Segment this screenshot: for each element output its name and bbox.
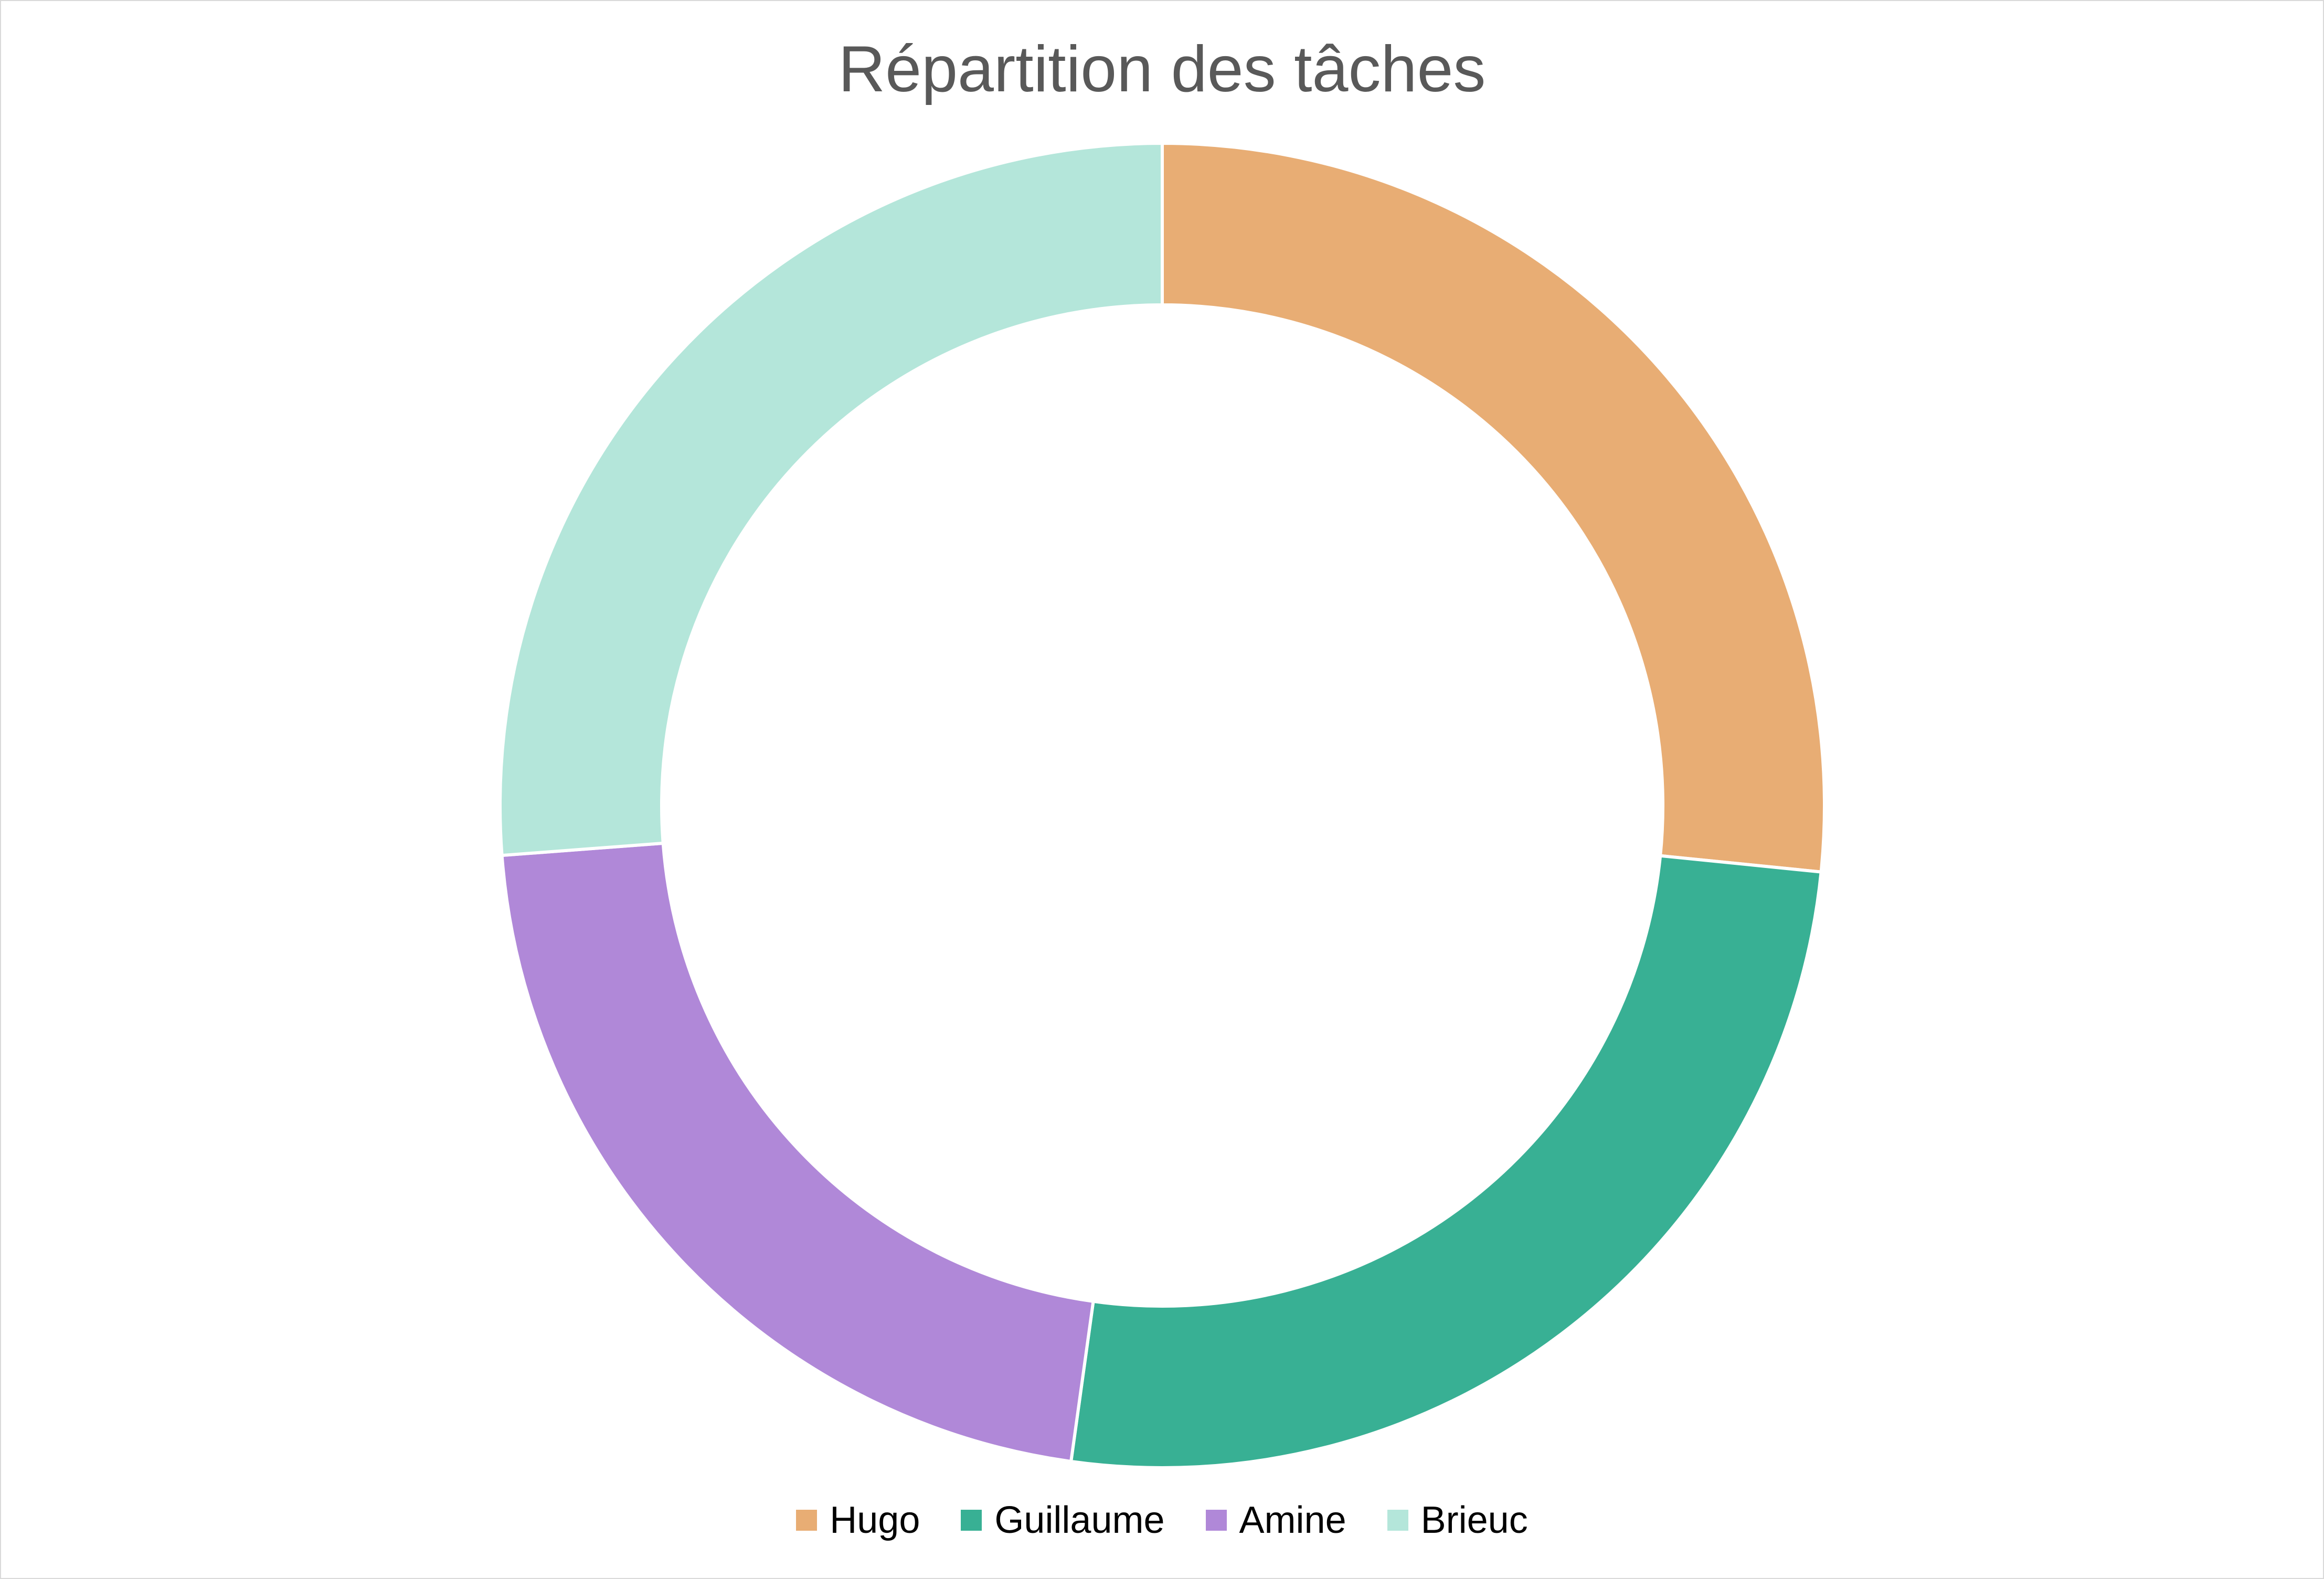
chart-legend: Hugo Guillaume Amine Brieuc [0,1497,2324,1544]
legend-item-guillaume: Guillaume [961,1497,1165,1544]
legend-swatch [796,1510,818,1531]
legend-label: Hugo [830,1499,920,1541]
chart-title: Répartition des tâches [838,33,1486,105]
legend-label: Guillaume [994,1499,1165,1541]
legend-item-brieuc: Brieuc [1387,1497,1528,1544]
donut-slices [498,141,1826,1469]
donut-slice-guillaume [1069,854,1823,1469]
legend-swatch [1387,1510,1408,1531]
legend-label: Amine [1239,1499,1346,1541]
legend-swatch [961,1510,982,1531]
donut-slice-brieuc [498,141,1164,857]
legend-item-amine: Amine [1205,1497,1346,1544]
donut-slice-hugo [1161,141,1826,874]
legend-swatch [1205,1510,1227,1531]
donut-slice-amine [500,841,1095,1464]
legend-item-hugo: Hugo [796,1497,920,1544]
legend-label: Brieuc [1420,1499,1528,1541]
